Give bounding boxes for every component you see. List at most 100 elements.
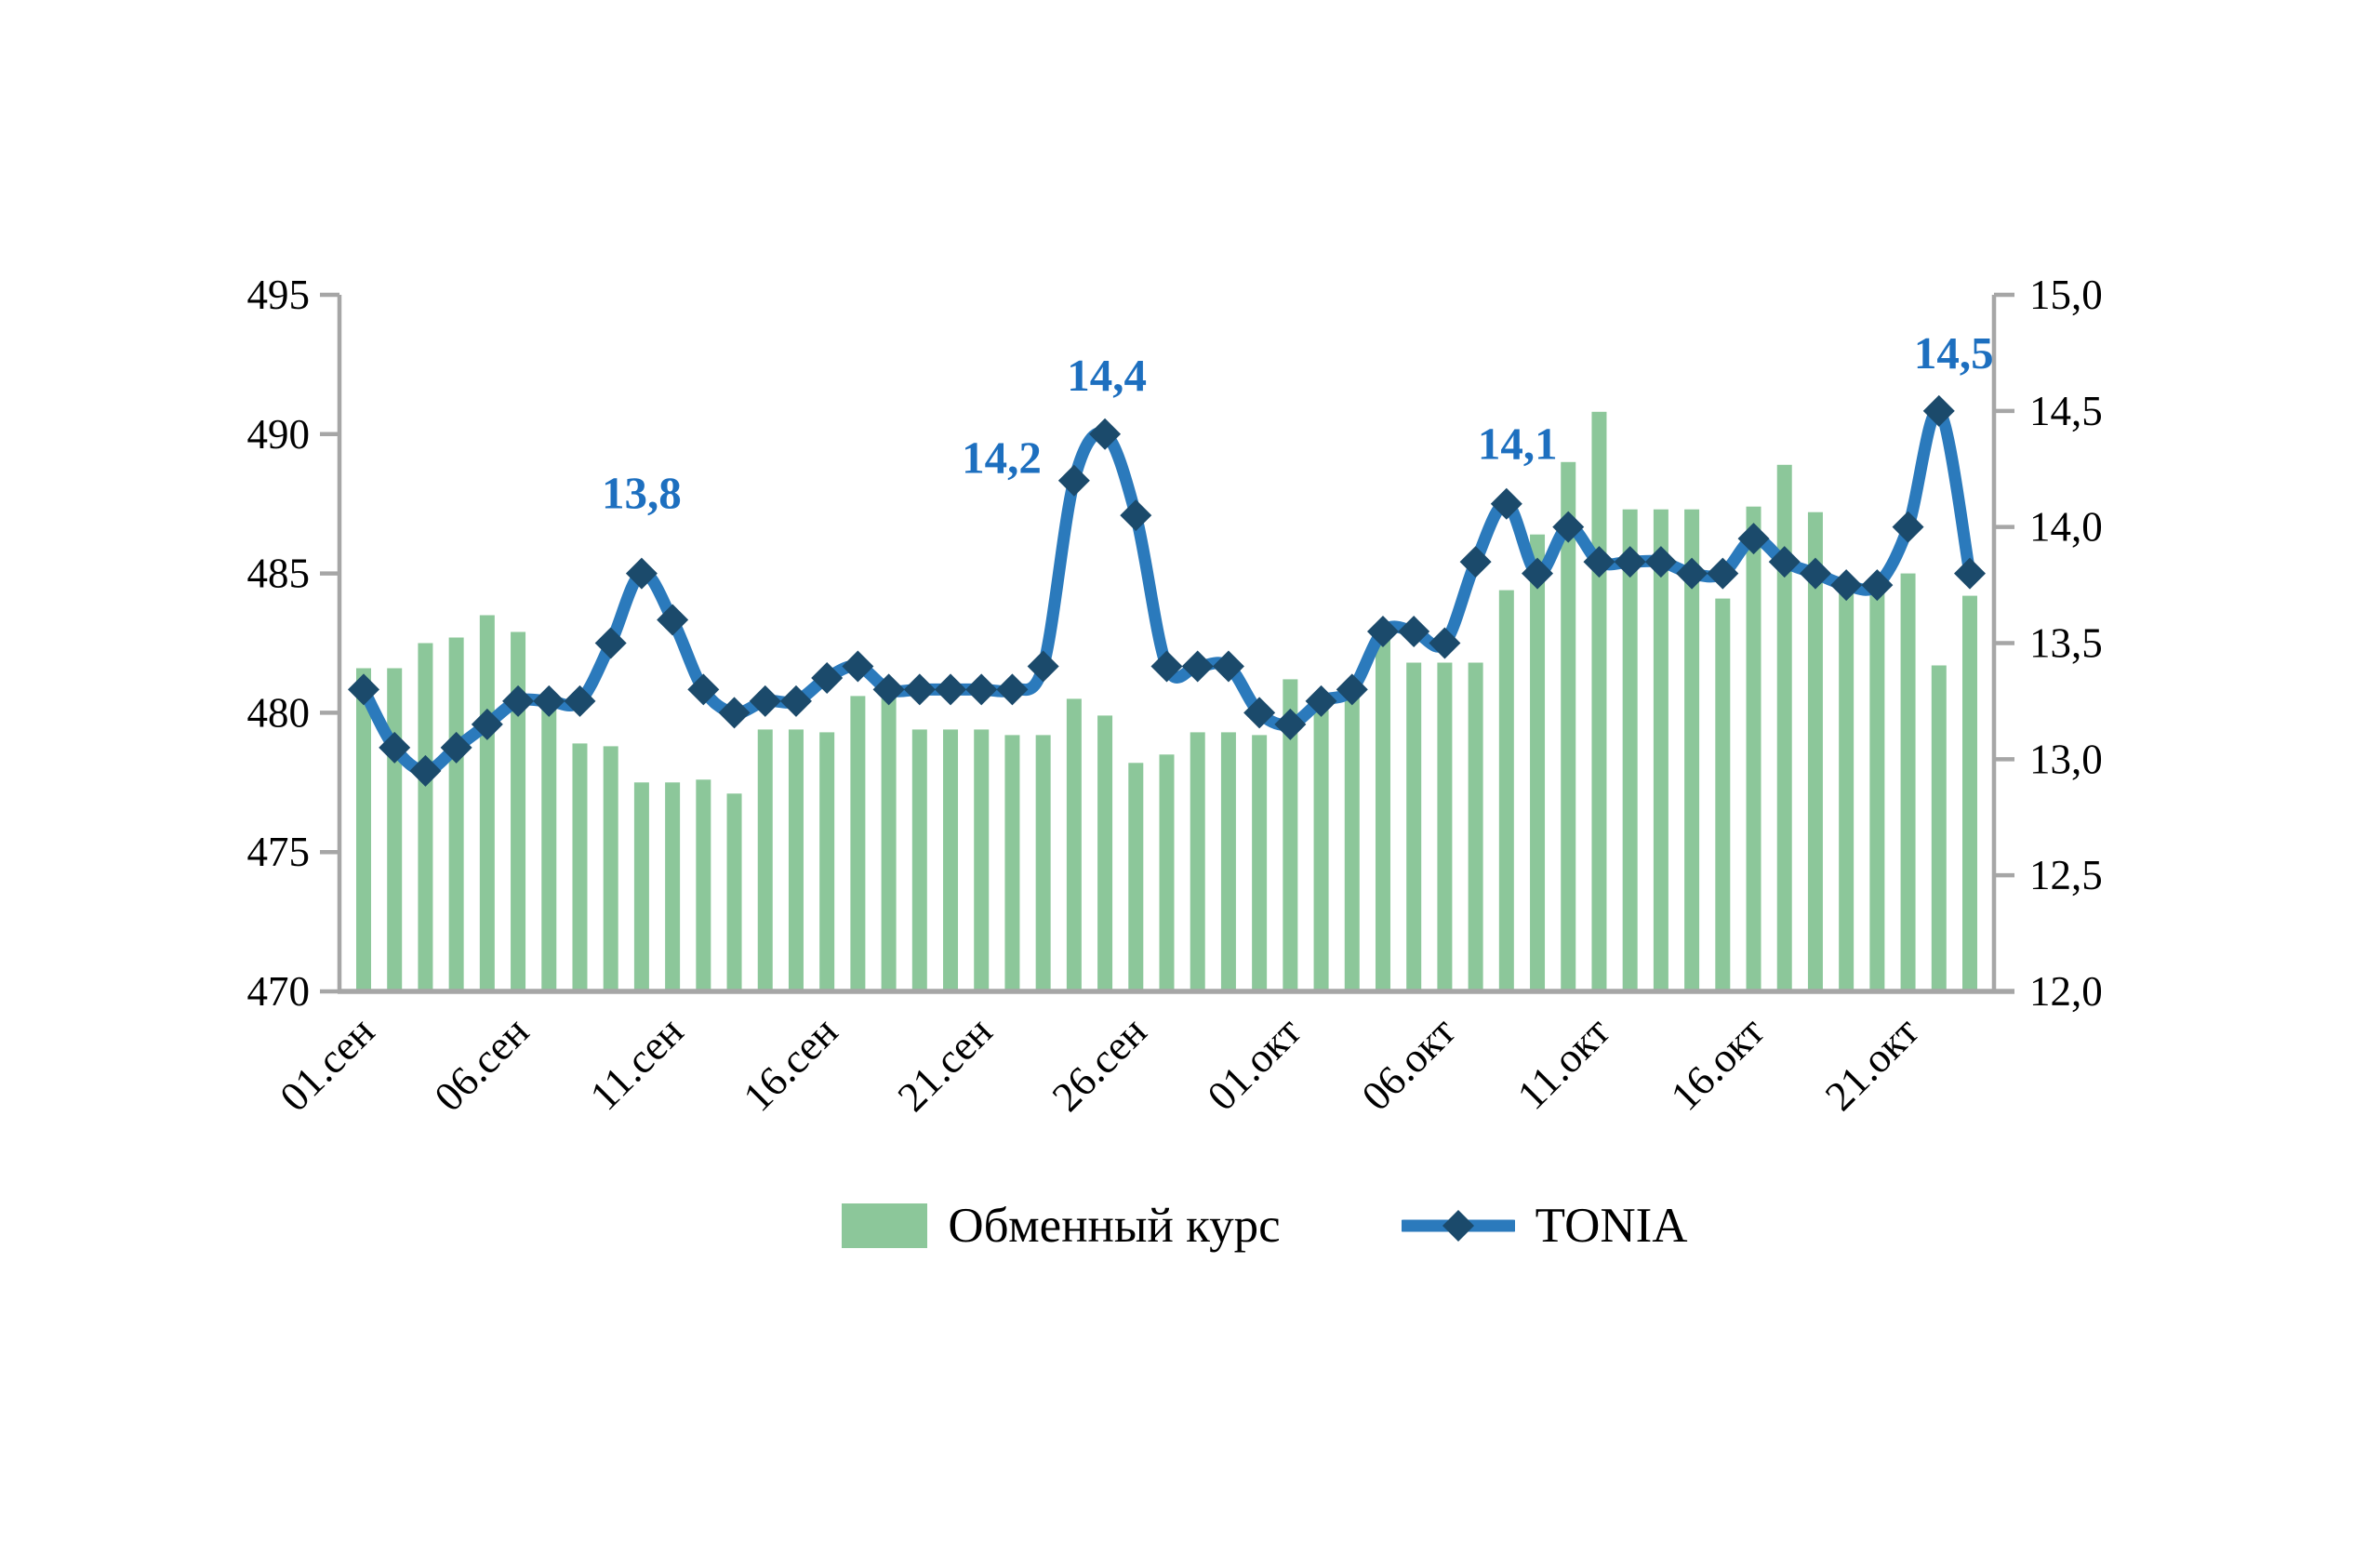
left-axis-tick-label: 480 xyxy=(247,689,311,736)
tonia-marker-diamond xyxy=(1861,569,1894,602)
tonia-marker-diamond xyxy=(1212,650,1244,683)
bar xyxy=(1839,590,1854,991)
tonia-marker-diamond xyxy=(903,673,936,706)
bar xyxy=(633,782,649,991)
bar xyxy=(1931,665,1947,991)
tonia-marker-diamond xyxy=(1644,546,1677,578)
bar xyxy=(1591,411,1607,991)
bar xyxy=(1344,693,1360,991)
right-axis-tick-label: 12,0 xyxy=(2029,968,2103,1015)
bar xyxy=(1097,715,1113,991)
x-axis-tick-label: 11.сен xyxy=(581,1008,693,1120)
tonia-marker-diamond xyxy=(1120,499,1152,532)
bar xyxy=(788,729,804,991)
tonia-marker-diamond xyxy=(409,754,442,787)
tonia-marker-diamond xyxy=(1398,616,1430,648)
tonia-marker-diamond xyxy=(1922,394,1955,427)
bar xyxy=(757,729,773,991)
left-axis-tick-label: 495 xyxy=(247,272,311,318)
annotation-label: 14,1 xyxy=(1478,419,1558,470)
annotation-label: 13,8 xyxy=(602,468,682,519)
tonia-marker-diamond xyxy=(718,697,751,729)
tonia-marker-diamond xyxy=(1892,511,1924,543)
bar xyxy=(696,779,711,991)
tonia-marker-diamond xyxy=(533,684,565,717)
x-axis-tick-label: 11.окт xyxy=(1509,1008,1619,1119)
tonia-marker-diamond xyxy=(1305,684,1337,717)
annotation-label: 14,5 xyxy=(1914,327,1994,379)
tonia-marker-diamond xyxy=(1181,650,1214,683)
bar xyxy=(881,696,897,991)
x-axis-tick-label: 16.окт xyxy=(1662,1008,1774,1120)
x-axis-tick-label: 06.окт xyxy=(1352,1008,1464,1120)
tonia-marker-diamond xyxy=(749,684,781,717)
tonia-marker-diamond xyxy=(872,673,905,706)
tonia-marker-diamond xyxy=(1027,650,1059,683)
left-axis-tick-label: 470 xyxy=(247,968,311,1015)
bar xyxy=(1159,754,1175,991)
tonia-marker-diamond xyxy=(1429,627,1461,659)
bar xyxy=(1746,506,1761,991)
bar xyxy=(1530,534,1546,991)
bar xyxy=(511,631,526,991)
tonia-marker-diamond xyxy=(564,684,596,717)
tonia-marker-diamond xyxy=(1676,557,1708,590)
bar xyxy=(1684,509,1700,991)
tonia-marker-diamond xyxy=(1954,557,1986,590)
bar xyxy=(1128,763,1144,991)
bar xyxy=(819,732,835,991)
right-axis-tick-label: 14,5 xyxy=(2029,388,2103,434)
tonia-marker-diamond xyxy=(779,684,812,717)
bar xyxy=(911,729,927,991)
x-axis-tick-label: 21.сен xyxy=(889,1008,1002,1121)
x-axis-tick-label: 01.сен xyxy=(271,1008,383,1121)
bar xyxy=(541,701,557,991)
tonia-marker-diamond xyxy=(1799,557,1831,590)
legend-item-exchange-rate: Обменный курс xyxy=(842,1198,1281,1254)
left-axis-tick-label: 475 xyxy=(247,829,311,875)
bar xyxy=(943,729,959,991)
bar xyxy=(1807,512,1823,991)
tonia-marker-diamond xyxy=(1366,616,1399,648)
exchange-rate-bars xyxy=(356,411,1977,991)
tonia-marker-diamond xyxy=(1243,697,1276,729)
tonia-marker-diamond xyxy=(1459,546,1492,578)
tonia-marker-diamond xyxy=(1768,546,1801,578)
tonia-markers xyxy=(348,394,1986,787)
x-axis-labels: 01.сен 06.сен 11.сен 16.сен 21.сен 26.сен 01.о… xyxy=(271,1008,1927,1121)
left-axis-tick-label: 485 xyxy=(247,551,311,597)
tonia-marker-diamond xyxy=(502,684,535,717)
bar xyxy=(1962,595,1977,991)
x-axis-tick-label: 21.окт xyxy=(1816,1008,1928,1120)
bar xyxy=(1406,662,1422,991)
bar xyxy=(1468,662,1483,991)
tonia-marker-diamond xyxy=(1150,650,1183,683)
tonia-marker-diamond xyxy=(1057,464,1090,497)
x-axis-tick-label: 01.окт xyxy=(1198,1008,1309,1120)
x-axis-tick-label: 06.сен xyxy=(425,1008,538,1121)
tonia-legend-label: TONIA xyxy=(1535,1199,1688,1253)
tonia-marker-diamond xyxy=(996,673,1029,706)
annotation-label: 14,2 xyxy=(962,432,1042,484)
tonia-marker-diamond xyxy=(811,661,844,694)
bar xyxy=(1900,573,1916,991)
tonia-marker-diamond xyxy=(348,673,379,706)
x-axis-tick-label: 16.сен xyxy=(734,1008,846,1121)
tonia-marker-diamond xyxy=(1089,418,1122,450)
right-axis-tick-label: 13,0 xyxy=(2029,736,2103,782)
bar xyxy=(1869,590,1885,991)
tonia-marker-diamond xyxy=(594,627,627,659)
x-axis-tick-label: 26.сен xyxy=(1044,1008,1156,1121)
tonia-marker-diamond xyxy=(1614,546,1646,578)
bar xyxy=(974,729,990,991)
tonia-marker-diamond xyxy=(1552,511,1585,543)
bar xyxy=(1653,509,1668,991)
tonia-marker-diamond xyxy=(1490,487,1522,520)
bar xyxy=(448,637,464,991)
bar xyxy=(1776,464,1792,991)
bar xyxy=(1437,662,1453,991)
bar xyxy=(418,643,433,991)
bar xyxy=(1190,732,1205,991)
